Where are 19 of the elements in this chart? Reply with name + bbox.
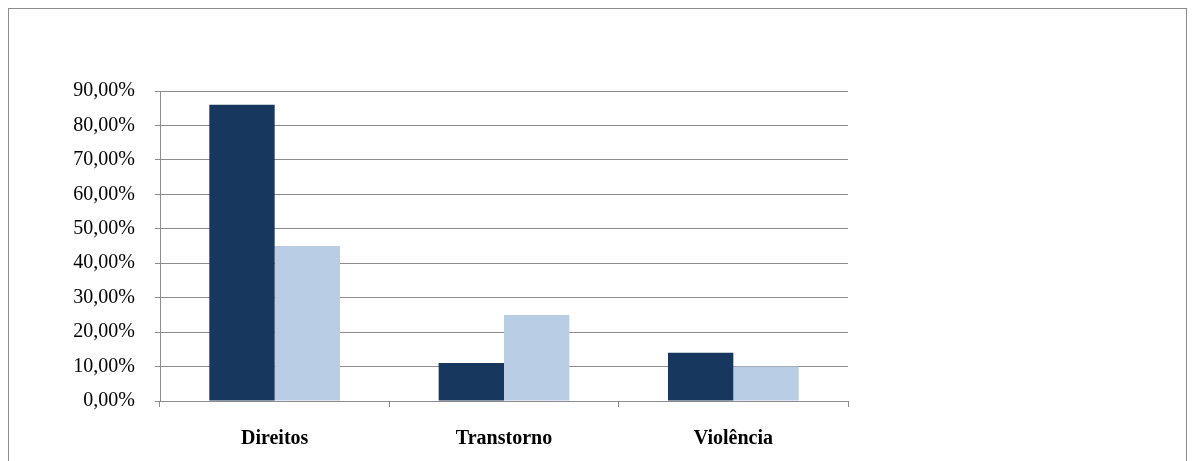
y-tick-label: 50,00% [73,216,135,239]
y-tick-label: 70,00% [73,147,135,170]
x-tick-label: Violência [693,426,773,449]
x-tick-label: Transtorno [455,426,553,449]
bar [733,366,799,401]
y-tick-label: 20,00% [73,319,135,342]
y-tick-label: 90,00% [73,78,135,101]
bar [438,363,504,401]
x-tick-label: Direitos [240,426,309,449]
y-tick-label: 30,00% [73,284,135,307]
y-tick-label: 60,00% [73,181,135,204]
bar [504,314,570,401]
y-tick-label: 0,00% [83,388,135,411]
bar [667,352,734,401]
bar [274,246,341,401]
y-tick-label: 80,00% [73,112,135,135]
y-tick-label: 10,00% [73,353,135,376]
bar [209,104,275,401]
y-tick-label: 40,00% [73,250,135,273]
